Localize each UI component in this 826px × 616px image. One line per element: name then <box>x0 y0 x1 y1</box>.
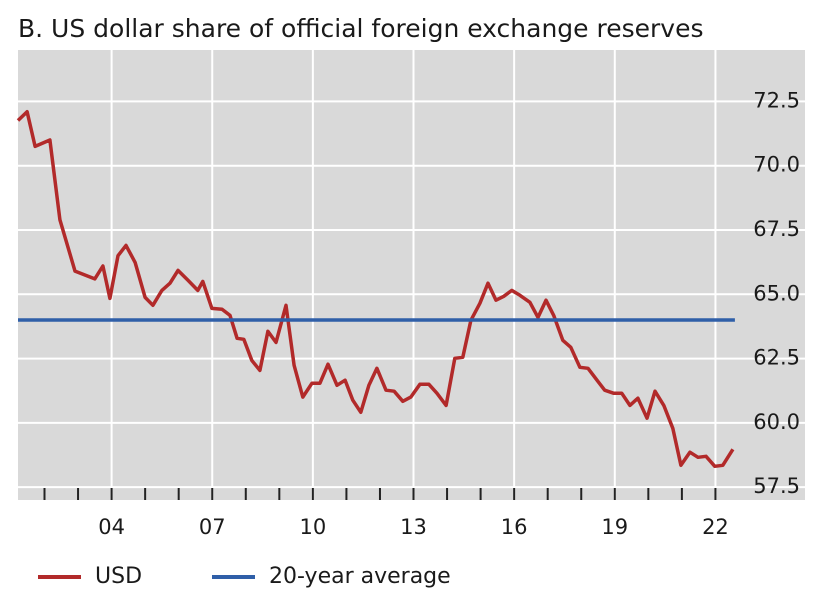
line-series <box>16 109 735 469</box>
x-tick-label: 13 <box>400 515 427 539</box>
y-tick-label: 65.0 <box>753 281 800 305</box>
x-tick-label: 19 <box>601 515 628 539</box>
legend-label: USD <box>95 564 142 589</box>
y-tick-label: 62.5 <box>753 346 800 370</box>
x-tick-label: 07 <box>199 515 226 539</box>
y-tick-label: 67.5 <box>753 217 800 241</box>
y-tick-label: 57.5 <box>753 474 800 498</box>
y-tick-label: 60.0 <box>753 410 800 434</box>
x-tick-label: 04 <box>98 515 125 539</box>
legend-label: 20-year average <box>269 564 451 589</box>
plot-background <box>18 50 805 500</box>
x-tick-label: 10 <box>300 515 327 539</box>
y-tick-label: 72.5 <box>753 88 800 112</box>
y-tick-label: 70.0 <box>753 153 800 177</box>
chart-title: B. US dollar share of official foreign e… <box>18 14 703 43</box>
x-tick-label: 16 <box>501 515 528 539</box>
x-tick-label: 22 <box>702 515 729 539</box>
